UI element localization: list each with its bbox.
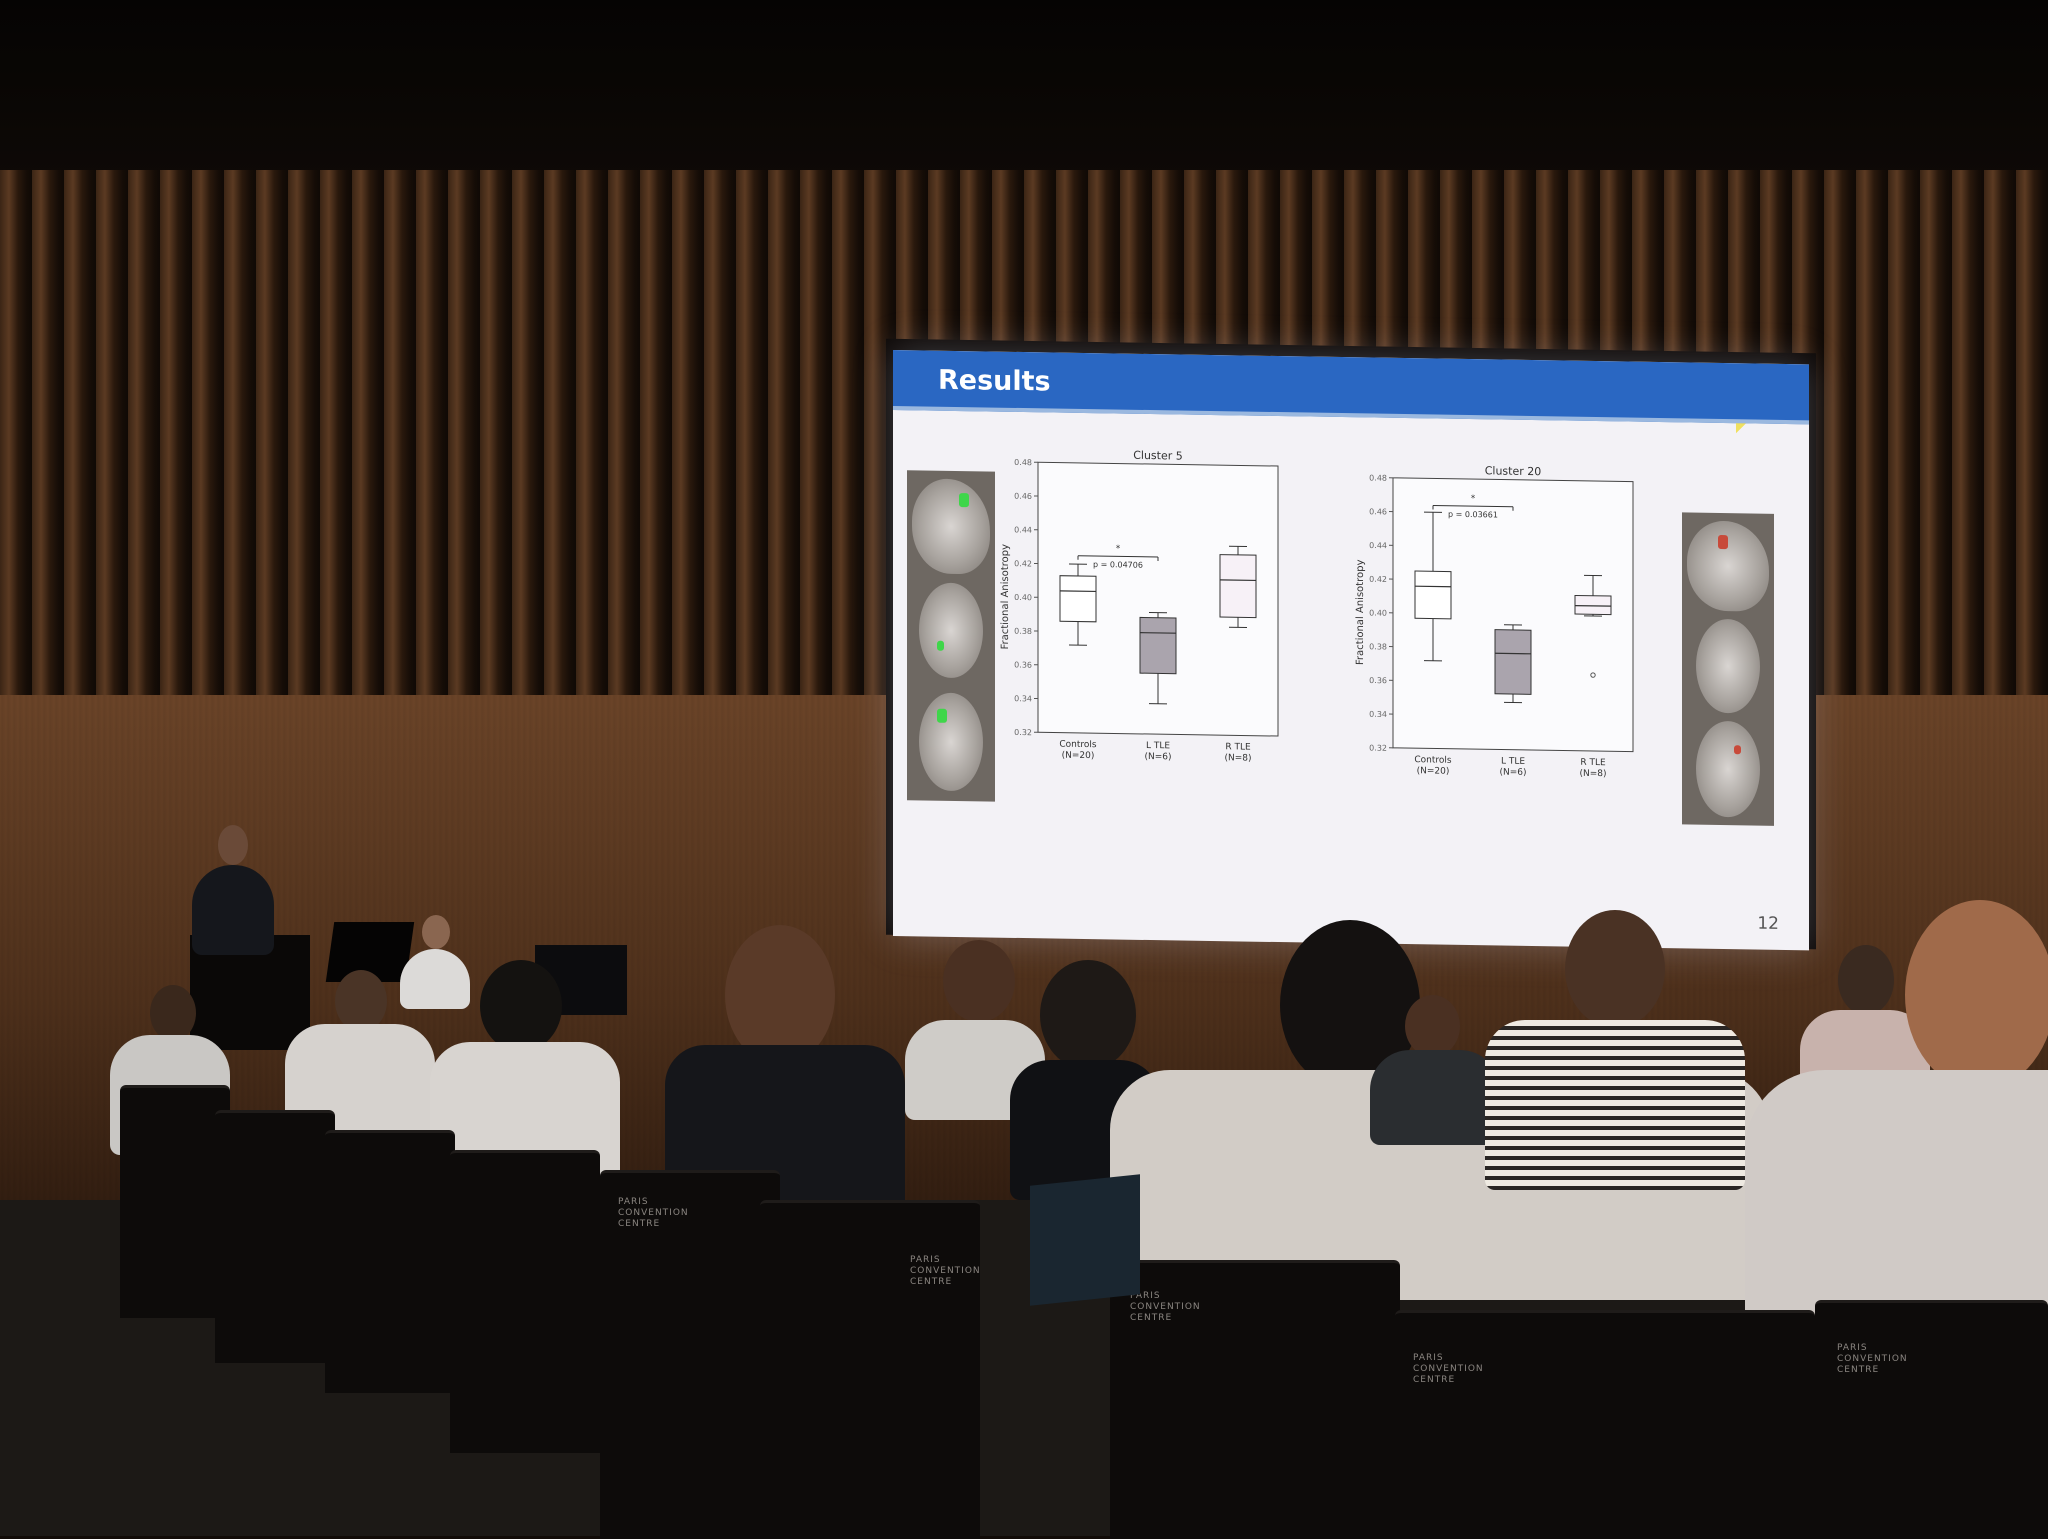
y-tick-label: 0.36 [1369,676,1387,685]
y-tick-label: 0.42 [1369,575,1387,584]
y-tick-label: 0.46 [1014,492,1032,501]
chair: PARIS CONVENTION CENTRE [1815,1300,2048,1539]
chair: PARIS CONVENTION CENTRE [1395,1310,1815,1539]
chair [450,1150,600,1453]
y-tick-label: 0.42 [1014,559,1032,568]
y-tick-label: 0.38 [1369,642,1387,651]
y-tick-label: 0.40 [1369,608,1387,617]
slide-title: Results [938,365,1051,398]
chair-label: PARIS CONVENTION CENTRE [1837,1343,1937,1376]
p-value-label: p = 0.04706 [1093,560,1143,570]
median-line [1140,633,1176,634]
significance-star: * [1471,494,1476,504]
box [1495,630,1531,695]
y-tick-label: 0.40 [1014,593,1032,602]
chair [215,1110,335,1363]
brain-sagittal-slice [912,478,990,574]
y-tick-label: 0.32 [1014,728,1032,737]
chart-title: Cluster 5 [1133,449,1183,463]
y-tick-label: 0.34 [1014,694,1032,703]
chair-label: PARIS CONVENTION CENTRE [910,1255,970,1288]
box [1060,576,1096,622]
brain-axial-slice [919,692,983,791]
chart-title: Cluster 20 [1485,464,1542,478]
laptop [1030,1174,1140,1306]
y-tick-label: 0.48 [1369,473,1387,482]
x-tick-label: L TLE [1501,757,1525,767]
audience-member-striped-shirt [1485,910,1745,1190]
y-tick-label: 0.44 [1014,525,1032,534]
brain-images-cluster-20 [1682,512,1774,825]
x-tick-label: (N=20) [1062,751,1095,762]
median-line [1060,591,1096,592]
box [1220,555,1256,618]
x-tick-label: (N=20) [1417,766,1450,777]
brain-axial-slice [1696,721,1760,818]
y-axis-label: Fractional Anisotropy [1355,559,1366,665]
y-tick-label: 0.36 [1014,660,1032,669]
boxplot-cluster-5: Cluster 5 Fractional Anisotropy 0.32 0.34 0.… [998,442,1298,787]
brain-axial-slice [919,582,983,678]
median-line [1575,606,1611,607]
chair: PARIS CONVENTION CENTRE [600,1170,780,1539]
y-tick-label: 0.38 [1014,627,1032,636]
boxplot-cluster-20: Cluster 20 Fractional Anisotropy 0.32 0.34 0… [1353,457,1653,802]
brain-images-cluster-5 [907,470,995,801]
cluster-spot-green [937,641,944,651]
p-value-label: p = 0.03661 [1448,510,1498,520]
median-line [1495,653,1531,654]
median-line [1415,586,1451,587]
y-tick-label: 0.34 [1369,710,1387,719]
box [1140,617,1176,673]
y-axis-label: Fractional Anisotropy [1000,544,1011,650]
mouse-cursor-icon [1736,423,1746,433]
chair [325,1130,455,1393]
box [1415,571,1451,619]
x-tick-label: L TLE [1146,741,1170,751]
brain-sagittal-slice [1687,520,1769,611]
chair-label: PARIS CONVENTION CENTRE [1413,1353,1513,1386]
x-tick-label: Controls [1414,755,1452,766]
chair: PARIS CONVENTION CENTRE [1110,1260,1400,1539]
x-tick-label: (N=8) [1579,769,1606,779]
y-tick-label: 0.46 [1369,507,1387,516]
x-tick-label: Controls [1059,740,1097,751]
y-tick-label: 0.44 [1369,541,1387,550]
speaker [188,825,278,955]
box [1575,595,1611,614]
x-tick-label: (N=8) [1224,753,1251,763]
median-line [1220,580,1256,581]
audience-member [1370,995,1500,1145]
y-tick-label: 0.48 [1014,458,1032,467]
cluster-spot-red [1734,745,1741,754]
x-tick-label: R TLE [1580,758,1606,768]
cluster-spot-red [1718,535,1728,549]
chair-label: PARIS CONVENTION CENTRE [1130,1291,1220,1324]
brain-axial-slice [1696,619,1760,714]
x-tick-label: (N=6) [1499,768,1526,778]
ceiling [0,0,2048,180]
cluster-spot-green [937,709,947,723]
x-tick-label: R TLE [1225,742,1251,752]
y-tick-label: 0.32 [1369,743,1387,752]
chair [120,1085,230,1318]
x-tick-label: (N=6) [1144,752,1171,762]
significance-star: * [1116,544,1121,554]
chair: PARIS CONVENTION CENTRE [760,1200,980,1539]
cluster-spot-green [959,493,969,507]
chair-label: PARIS CONVENTION CENTRE [618,1197,708,1230]
